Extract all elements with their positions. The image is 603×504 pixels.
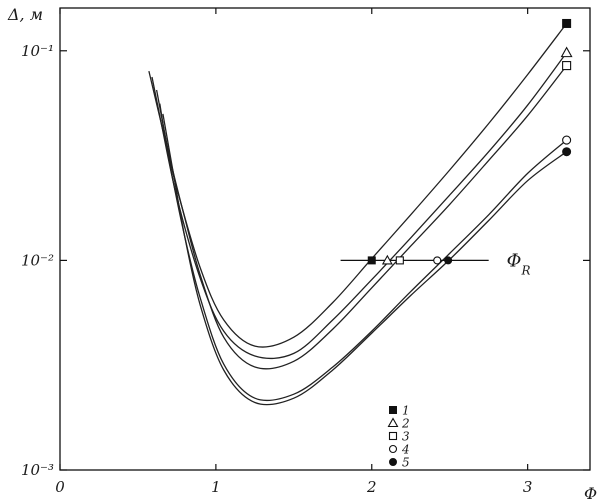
legend-marker-series-5 xyxy=(389,458,397,466)
x-tick-label-2: 2 xyxy=(366,478,377,496)
x-tick-label-1: 1 xyxy=(211,478,221,496)
reference-marker-series-1 xyxy=(367,256,376,265)
reference-marker-series-3 xyxy=(395,256,404,265)
reference-marker-series-5 xyxy=(444,256,453,265)
curve-series-1 xyxy=(148,23,568,348)
endpoint-markers xyxy=(560,18,573,157)
curves xyxy=(148,23,568,406)
y-tick-label-0: 10⁻³ xyxy=(21,461,54,479)
endpoint-marker-series-5 xyxy=(562,147,572,157)
tick-marks xyxy=(59,8,590,471)
x-tick-label-0: 0 xyxy=(55,478,65,496)
legend-label-series-1: 1 xyxy=(402,404,410,418)
legend-marker-series-2 xyxy=(387,417,399,428)
y-axis-title: Δ, м xyxy=(7,5,43,24)
endpoint-marker-series-2 xyxy=(560,46,573,58)
x-axis-title: Φ xyxy=(584,484,597,503)
legend-marker-series-3 xyxy=(388,431,398,441)
curve-series-4 xyxy=(159,103,568,402)
legend-marker-series-4 xyxy=(388,444,398,454)
legend-marker-series-1 xyxy=(389,406,397,414)
axes xyxy=(59,7,591,471)
x-tick-label-3: 3 xyxy=(523,478,533,496)
legend-label-series-5: 5 xyxy=(402,456,410,470)
legend-label-series-2: 2 xyxy=(401,417,410,431)
tick-labels: 0 1 2 310⁻³10⁻²10⁻¹ xyxy=(21,42,532,496)
legend-label-series-4: 4 xyxy=(401,443,410,457)
reference-marker-series-4 xyxy=(433,256,442,265)
endpoint-marker-series-3 xyxy=(562,61,572,71)
endpoint-marker-series-4 xyxy=(562,135,572,145)
legend-label-series-3: 3 xyxy=(402,430,410,444)
endpoint-marker-series-1 xyxy=(562,18,572,28)
reference-marker-series-2 xyxy=(381,254,393,265)
reference-line-label: ΦR xyxy=(507,250,531,277)
plot-frame xyxy=(59,7,591,471)
reference-line-group: ΦR xyxy=(340,250,531,277)
y-tick-label-2: 10⁻¹ xyxy=(21,42,54,60)
y-tick-label-1: 10⁻² xyxy=(21,251,54,269)
curve-series-3 xyxy=(155,65,568,370)
curve-series-2 xyxy=(151,52,568,360)
curve-series-5 xyxy=(162,113,567,406)
